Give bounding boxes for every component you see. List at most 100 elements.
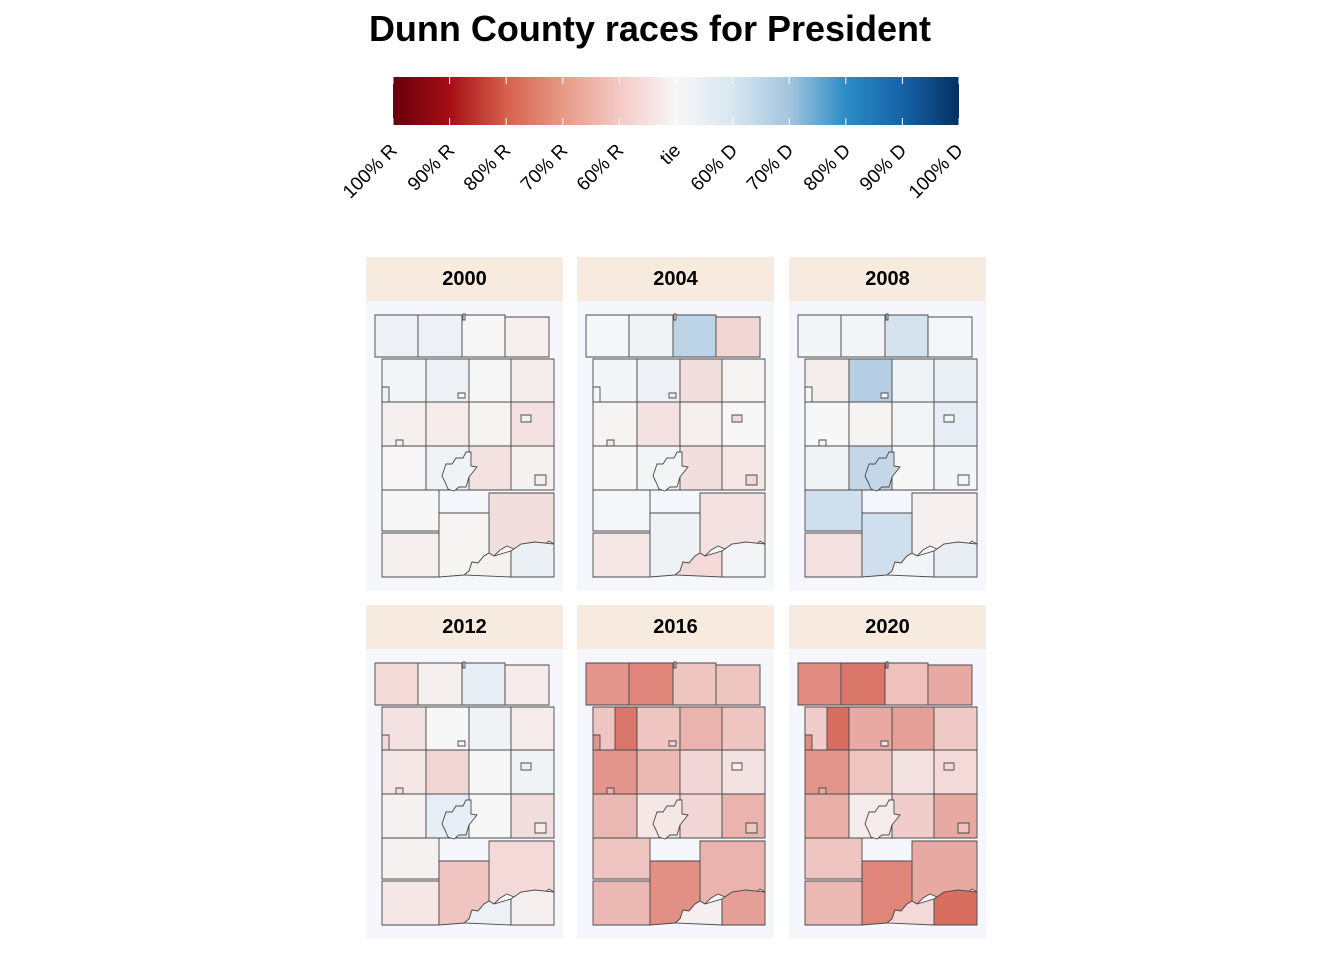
panel-2020: 2020 xyxy=(789,605,986,939)
municipality-region xyxy=(636,401,681,447)
municipality-region xyxy=(933,358,978,403)
municipality-region xyxy=(804,445,850,491)
city-region xyxy=(885,661,889,669)
municipality-region xyxy=(504,316,550,358)
municipality-region xyxy=(585,662,630,706)
chart-title: Dunn County races for President xyxy=(368,8,932,49)
panel-year-label: 2000 xyxy=(366,257,563,301)
county-map xyxy=(789,301,986,591)
municipality-region xyxy=(721,793,766,839)
municipality-region xyxy=(933,706,978,751)
municipality-region xyxy=(628,662,674,706)
city-region xyxy=(381,386,390,403)
municipality-region xyxy=(933,749,978,795)
municipality-region xyxy=(933,889,978,926)
city-region xyxy=(606,439,615,447)
city-region xyxy=(943,762,955,771)
city-region xyxy=(818,787,827,795)
city-region xyxy=(818,439,827,447)
city-region xyxy=(673,661,677,669)
panel-2016: 2016 xyxy=(577,605,774,939)
city-region xyxy=(606,787,615,795)
municipality-region xyxy=(628,314,674,358)
city-region xyxy=(462,661,466,669)
legend-tick-label: 60% R xyxy=(573,140,629,196)
municipality-region xyxy=(585,314,630,358)
municipality-region xyxy=(381,880,440,926)
municipality-region xyxy=(804,837,863,880)
city-region xyxy=(668,740,677,747)
municipality-region xyxy=(672,314,717,358)
city-region xyxy=(943,414,955,423)
municipality-region xyxy=(510,358,555,403)
municipality-region xyxy=(797,314,842,358)
municipality-region xyxy=(804,880,863,926)
city-region xyxy=(441,451,478,492)
county-map xyxy=(366,649,563,939)
county-map xyxy=(577,301,774,591)
municipality-region xyxy=(592,532,651,578)
municipality-region xyxy=(510,749,555,795)
municipality-region xyxy=(797,662,842,706)
municipality-region xyxy=(933,445,978,491)
municipality-region xyxy=(468,749,512,795)
municipality-region xyxy=(592,489,651,532)
municipality-region xyxy=(510,793,555,839)
municipality-region xyxy=(636,749,681,795)
municipality-region xyxy=(592,837,651,880)
city-region xyxy=(462,313,466,321)
municipality-region xyxy=(933,541,978,578)
panel-2004: 2004 xyxy=(577,257,774,591)
municipality-region xyxy=(461,662,506,706)
municipality-region xyxy=(510,445,555,491)
panel-2012: 2012 xyxy=(366,605,563,939)
municipality-region xyxy=(381,489,440,532)
municipality-region xyxy=(679,706,723,751)
municipality-region xyxy=(715,664,761,706)
municipality-region xyxy=(510,541,555,578)
municipality-region xyxy=(672,662,717,706)
city-region xyxy=(592,386,601,403)
municipality-region xyxy=(715,316,761,358)
municipality-region xyxy=(804,749,850,795)
legend-tick-label: 80% R xyxy=(460,140,516,196)
color-legend-bar xyxy=(393,77,959,125)
municipality-region xyxy=(933,793,978,839)
legend-tick-label: 60% D xyxy=(686,140,742,196)
city-region xyxy=(864,451,901,492)
municipality-region xyxy=(468,706,512,751)
city-region xyxy=(534,822,547,834)
municipality-region xyxy=(884,314,929,358)
city-region xyxy=(745,822,758,834)
municipality-region xyxy=(468,401,512,447)
municipality-region xyxy=(804,532,863,578)
municipality-region xyxy=(679,749,723,795)
city-region xyxy=(441,799,478,840)
municipality-region xyxy=(381,445,427,491)
legend-tick-label: tie xyxy=(656,140,686,170)
city-region xyxy=(652,799,689,840)
municipality-region xyxy=(510,889,555,926)
municipality-region xyxy=(592,749,638,795)
municipality-region xyxy=(592,880,651,926)
municipality-region xyxy=(891,706,935,751)
city-region xyxy=(395,439,404,447)
municipality-region xyxy=(721,706,766,751)
municipality-region xyxy=(592,793,638,839)
municipality-region xyxy=(374,662,419,706)
municipality-region xyxy=(679,401,723,447)
municipality-region xyxy=(425,749,470,795)
panel-year-label: 2020 xyxy=(789,605,986,649)
municipality-region xyxy=(804,489,863,532)
city-region xyxy=(804,734,813,751)
municipality-region xyxy=(425,401,470,447)
municipality-region xyxy=(804,401,850,447)
city-region xyxy=(957,822,970,834)
city-region xyxy=(395,787,404,795)
municipality-region xyxy=(504,664,550,706)
municipality-region xyxy=(891,401,935,447)
city-region xyxy=(457,740,466,747)
panel-year-label: 2004 xyxy=(577,257,774,301)
city-region xyxy=(880,392,889,399)
municipality-region xyxy=(848,749,893,795)
